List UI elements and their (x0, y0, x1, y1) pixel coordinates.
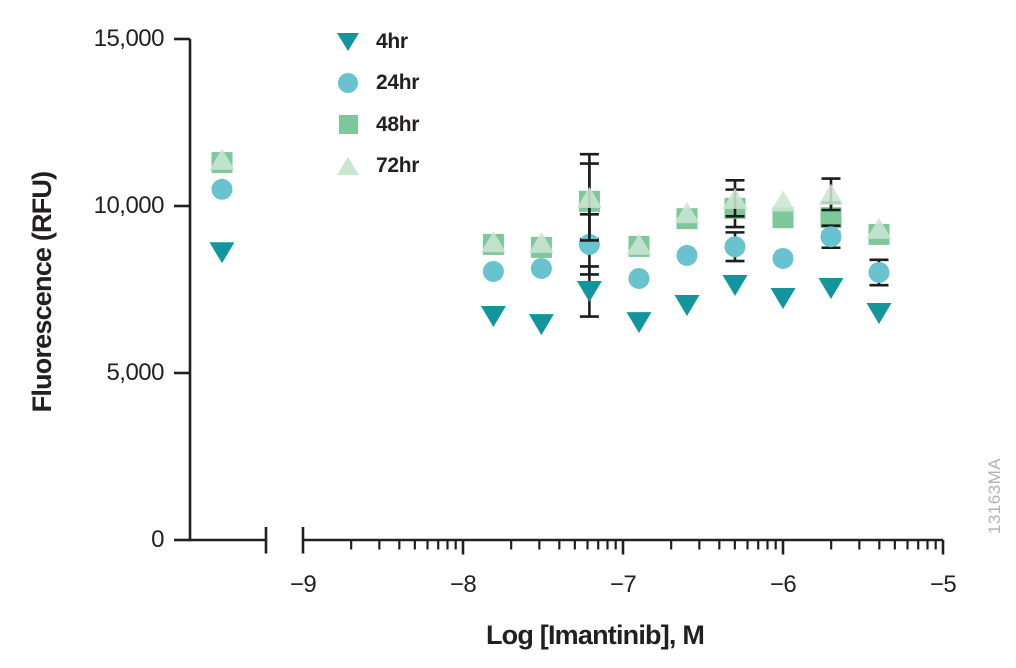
x-tick-label-neg9: −9 (289, 571, 317, 598)
triangle-down-icon (333, 32, 363, 51)
4hr-data-point (674, 295, 700, 317)
legend-label: 48hr (376, 112, 420, 136)
72hr-data-point (866, 217, 892, 239)
72hr-data-point (818, 183, 844, 205)
circle-icon (333, 73, 363, 94)
legend-label: 4hr (376, 29, 408, 53)
x-tick-label-neg8: −8 (449, 571, 477, 598)
x-tick-label-neg6: −6 (769, 571, 797, 598)
legend-label: 24hr (376, 71, 420, 95)
x-tick-label-neg7: −7 (609, 571, 637, 598)
legend-item-48hr: 48hr (333, 104, 419, 146)
24hr-data-point (772, 247, 794, 269)
4hr-data-point (722, 274, 748, 296)
square-icon (333, 115, 363, 135)
24hr-data-point (820, 226, 842, 248)
72hr-data-point (626, 233, 652, 255)
24hr-data-point (628, 267, 650, 289)
24hr-data-point (724, 236, 746, 258)
y-tick-label-15000: 15,000 (93, 25, 165, 52)
72hr-data-point (576, 186, 602, 208)
x-tick-label-neg5: −5 (929, 571, 957, 598)
24hr-data-point (868, 261, 890, 283)
y-tick-label-5000: 5,000 (106, 359, 164, 386)
watermark: 13163MA (985, 457, 1004, 535)
triangle-down-glyph (337, 32, 359, 51)
square-glyph (338, 115, 358, 135)
24hr-control-point (211, 178, 233, 200)
x-axis-title: Log [Imantinib], M (485, 620, 705, 650)
4hr-data-point (576, 281, 602, 303)
y-tick-label-10000: 10,000 (93, 192, 165, 219)
legend-item-72hr: 72hr (333, 146, 419, 188)
legend-item-24hr: 24hr (333, 63, 419, 105)
72hr-data-point (528, 231, 554, 253)
48hr-data-point (772, 207, 794, 229)
4hr-control-point (209, 242, 235, 264)
24hr-data-point (482, 260, 504, 282)
24hr-data-point (530, 257, 552, 279)
legend-item-4hr: 4hr (333, 21, 419, 63)
triangle-up-glyph (337, 157, 359, 176)
y-axis-title: Fluorescence (RFU) (27, 171, 57, 413)
24hr-data-point (676, 244, 698, 266)
72hr-data-point (674, 202, 700, 224)
4hr-data-point (480, 306, 506, 328)
4hr-data-point (528, 314, 554, 336)
72hr-control-point (209, 148, 235, 170)
4hr-data-point (866, 303, 892, 325)
48hr-data-point (820, 207, 842, 229)
y-tick-label-0: 0 (151, 526, 164, 553)
triangle-up-icon (333, 157, 363, 176)
legend-label: 72hr (376, 154, 420, 178)
4hr-data-point (818, 277, 844, 299)
4hr-data-point (770, 288, 796, 310)
4hr-data-point (626, 312, 652, 334)
72hr-data-point (770, 190, 796, 212)
72hr-data-point (480, 231, 506, 253)
circle-glyph (338, 73, 358, 94)
72hr-data-point (722, 187, 748, 209)
legend: 4hr 24hr 48hr 72hr (333, 21, 419, 187)
